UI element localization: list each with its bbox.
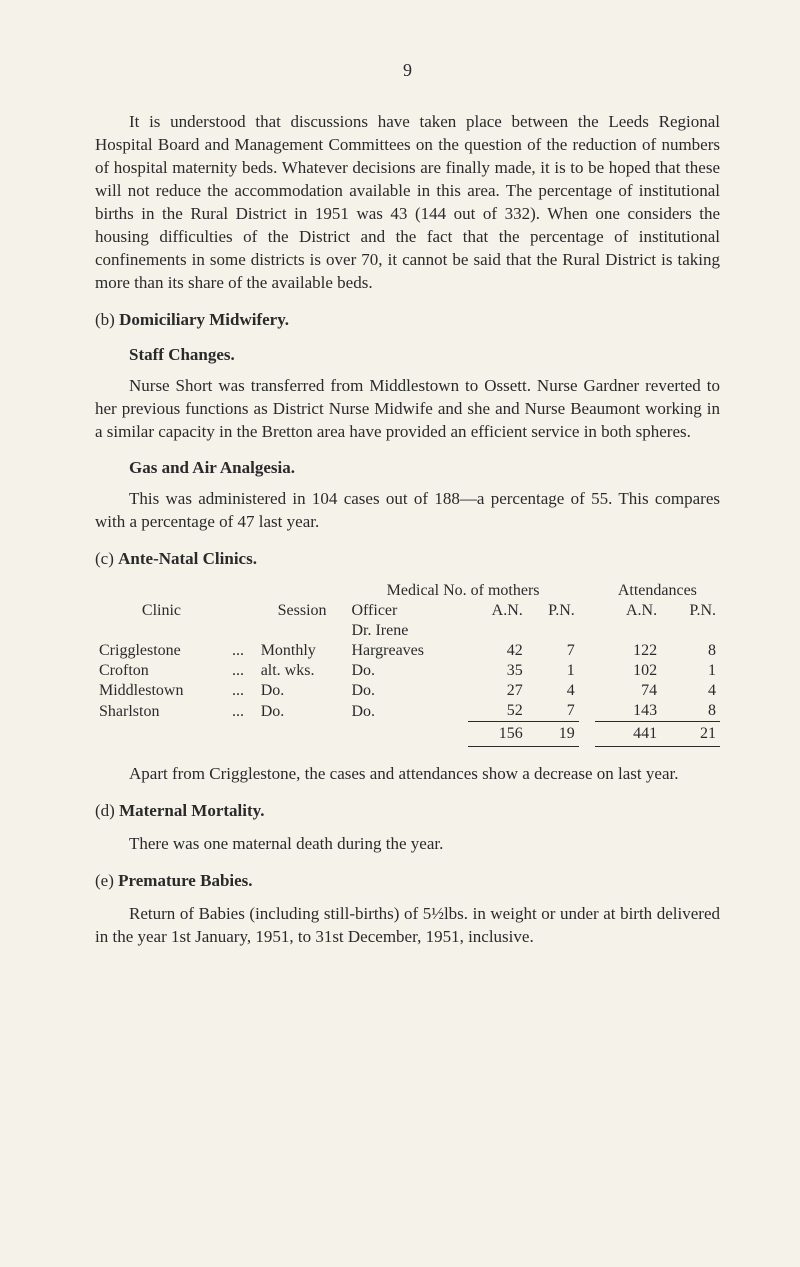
cell-pn2: 1 <box>661 661 720 681</box>
table-row: Crigglestone ... Monthly Hargreaves 42 7… <box>95 641 720 661</box>
section-d-title: Maternal Mortality. <box>119 801 264 820</box>
head-dr-irene: Dr. Irene <box>347 621 468 641</box>
table-row: Middlestown ... Do. Do. 27 4 74 4 <box>95 681 720 701</box>
cell-clinic: Middlestown <box>95 681 228 701</box>
head-pn2: P.N. <box>661 601 720 621</box>
section-e-letter: (e) <box>95 871 114 890</box>
cell-clinic: Crofton <box>95 661 228 681</box>
cell-officer: Do. <box>347 681 468 701</box>
table-head-row3: Dr. Irene <box>95 621 720 641</box>
head-an2: A.N. <box>595 601 661 621</box>
paragraph-gas-air: This was administered in 104 cases out o… <box>95 488 720 534</box>
subhead-gas-air: Gas and Air Analgesia. <box>129 458 720 478</box>
cell-pn: 1 <box>527 661 579 681</box>
section-d-letter: (d) <box>95 801 115 820</box>
section-c-title: Ante-Natal Clinics. <box>118 549 257 568</box>
cell-pn2: 8 <box>661 641 720 661</box>
section-b: (b) Domiciliary Midwifery. <box>95 309 720 332</box>
section-e: (e) Premature Babies. <box>95 870 720 893</box>
cell-an: 52 <box>468 701 527 722</box>
total-an: 156 <box>468 722 527 747</box>
cell-session: Do. <box>257 701 348 722</box>
total-pn2: 21 <box>661 722 720 747</box>
total-pn: 19 <box>527 722 579 747</box>
paragraph-maternal: There was one maternal death during the … <box>95 833 720 856</box>
cell-an2: 122 <box>595 641 661 661</box>
cell-dots: ... <box>228 701 257 722</box>
head-clinic: Clinic <box>95 601 228 621</box>
ante-natal-table: Medical No. of mothers Attendances Clini… <box>95 581 720 747</box>
cell-an2: 102 <box>595 661 661 681</box>
paragraph-staff: Nurse Short was transferred from Middles… <box>95 375 720 444</box>
page-container: 9 It is understood that discussions have… <box>0 0 800 1023</box>
cell-pn: 7 <box>527 701 579 722</box>
table-head-row1: Medical No. of mothers Attendances <box>95 581 720 601</box>
table-row: Sharlston ... Do. Do. 52 7 143 8 <box>95 701 720 722</box>
cell-session: alt. wks. <box>257 661 348 681</box>
page-number: 9 <box>95 60 720 81</box>
cell-session: Do. <box>257 681 348 701</box>
section-b-letter: (b) <box>95 310 115 329</box>
paragraph-intro: It is understood that discussions have t… <box>95 111 720 295</box>
cell-dots: ... <box>228 681 257 701</box>
head-pn: P.N. <box>527 601 579 621</box>
cell-clinic: Sharlston <box>95 701 228 722</box>
section-c: (c) Ante-Natal Clinics. <box>95 548 720 571</box>
cell-an: 35 <box>468 661 527 681</box>
head-attendances-group: Attendances <box>595 581 720 601</box>
cell-pn2: 8 <box>661 701 720 722</box>
subhead-staff-changes: Staff Changes. <box>129 345 720 365</box>
cell-an: 27 <box>468 681 527 701</box>
table-total-row: 156 19 441 21 <box>95 722 720 747</box>
head-officer: Officer <box>347 601 468 621</box>
cell-dots: ... <box>228 661 257 681</box>
total-an2: 441 <box>595 722 661 747</box>
paragraph-apart: Apart from Crigglestone, the cases and a… <box>95 763 720 786</box>
cell-clinic: Crigglestone <box>95 641 228 661</box>
cell-officer: Hargreaves <box>347 641 468 661</box>
section-e-title: Premature Babies. <box>118 871 252 890</box>
cell-officer: Do. <box>347 661 468 681</box>
section-d: (d) Maternal Mortality. <box>95 800 720 823</box>
cell-an: 42 <box>468 641 527 661</box>
cell-pn: 7 <box>527 641 579 661</box>
cell-officer: Do. <box>347 701 468 722</box>
cell-an2: 74 <box>595 681 661 701</box>
cell-dots: ... <box>228 641 257 661</box>
section-c-letter: (c) <box>95 549 114 568</box>
section-b-title: Domiciliary Midwifery. <box>119 310 289 329</box>
cell-pn: 4 <box>527 681 579 701</box>
paragraph-premature: Return of Babies (including still-births… <box>95 903 720 949</box>
table-head-row2: Clinic Session Officer A.N. P.N. A.N. P.… <box>95 601 720 621</box>
cell-pn2: 4 <box>661 681 720 701</box>
cell-session: Monthly <box>257 641 348 661</box>
cell-an2: 143 <box>595 701 661 722</box>
head-session: Session <box>257 601 348 621</box>
head-an: A.N. <box>468 601 527 621</box>
head-medical-group: Medical No. of mothers <box>347 581 578 601</box>
table-row: Crofton ... alt. wks. Do. 35 1 102 1 <box>95 661 720 681</box>
